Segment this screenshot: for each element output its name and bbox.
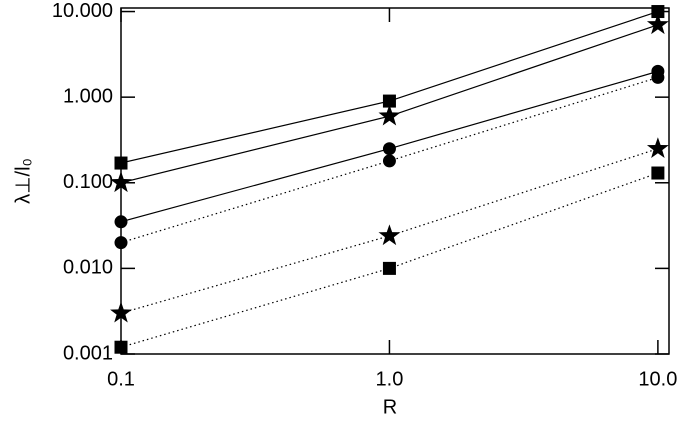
y-tick-label: 10.000 (52, 0, 113, 22)
star-marker (378, 224, 401, 246)
square-marker (114, 340, 128, 354)
y-axis-label: λ⊥/l₀ (12, 158, 34, 204)
circle-marker (651, 70, 665, 84)
x-axis-label: R (383, 396, 397, 418)
y-tick-label: 0.001 (63, 342, 113, 364)
square-marker (382, 94, 396, 108)
star-marker (110, 171, 132, 193)
series-line (120, 10, 659, 164)
x-tick-label: 1.0 (376, 368, 404, 390)
star-marker (646, 13, 669, 35)
square-marker (114, 156, 128, 170)
series-line (120, 172, 659, 348)
square-marker (651, 5, 665, 19)
x-tick-label: 10.0 (638, 368, 677, 390)
series-line (120, 76, 659, 244)
y-tick-label: 0.010 (63, 257, 113, 279)
plot-frame (120, 7, 670, 355)
circle-marker (114, 215, 128, 229)
square-marker (382, 261, 396, 275)
star-marker (110, 301, 132, 323)
y-tick-label: 0.100 (63, 171, 113, 193)
star-marker (378, 104, 401, 126)
circle-marker (114, 236, 128, 250)
circle-marker (382, 142, 396, 156)
square-marker (651, 166, 665, 180)
y-tick-label: 1.000 (63, 85, 113, 107)
x-tick-label: 0.1 (107, 368, 135, 390)
star-marker (646, 137, 669, 159)
circle-marker (382, 154, 396, 168)
